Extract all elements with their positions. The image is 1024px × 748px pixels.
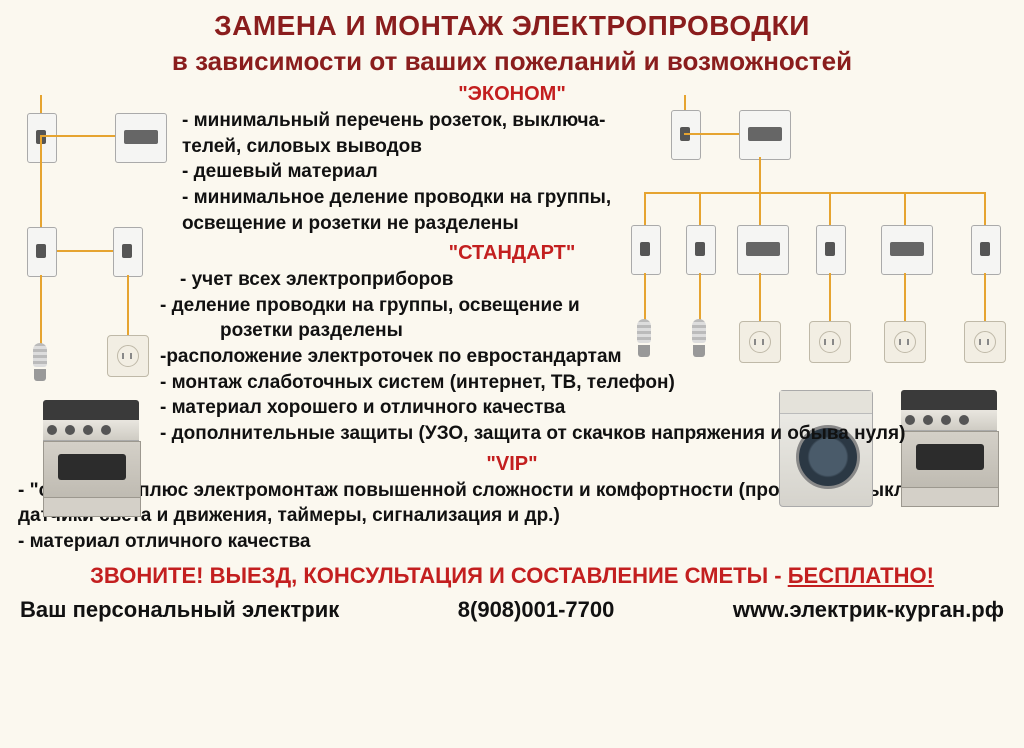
tier-standard-bullets: - учет всех электроприборов - деление пр… [160, 267, 920, 446]
tier-econom-label: "ЭКОНОМ" [132, 83, 892, 106]
tier-standard-label: "СТАНДАРТ" [132, 242, 892, 265]
page-title-line1: ЗАМЕНА И МОНТАЖ ЭЛЕКТРОПРОВОДКИ [0, 10, 1024, 42]
page-title-line2: в зависимости от ваших пожеланий и возмо… [0, 46, 1024, 77]
bulb-icon [29, 343, 51, 385]
footer-phone: 8(908)001-7700 [458, 597, 615, 623]
tier-econom-bullets: - минимальный перечень розеток, выключа-… [182, 108, 682, 236]
breaker-icon [971, 225, 1001, 275]
footer-url: www.электрик-курган.рф [733, 597, 1004, 623]
cta-line: ЗВОНИТЕ! ВЫЕЗД, КОНСУЛЬТАЦИЯ И СОСТАВЛЕН… [0, 563, 1024, 589]
tier-vip-label: "VIP" [132, 453, 892, 476]
breaker-icon [27, 227, 57, 277]
footer: Ваш персональный электрик 8(908)001-7700… [0, 589, 1024, 623]
breaker-icon [27, 113, 57, 163]
outlet-icon [964, 321, 1006, 363]
footer-left: Ваш персональный электрик [20, 597, 339, 623]
stove-icon [43, 400, 139, 515]
